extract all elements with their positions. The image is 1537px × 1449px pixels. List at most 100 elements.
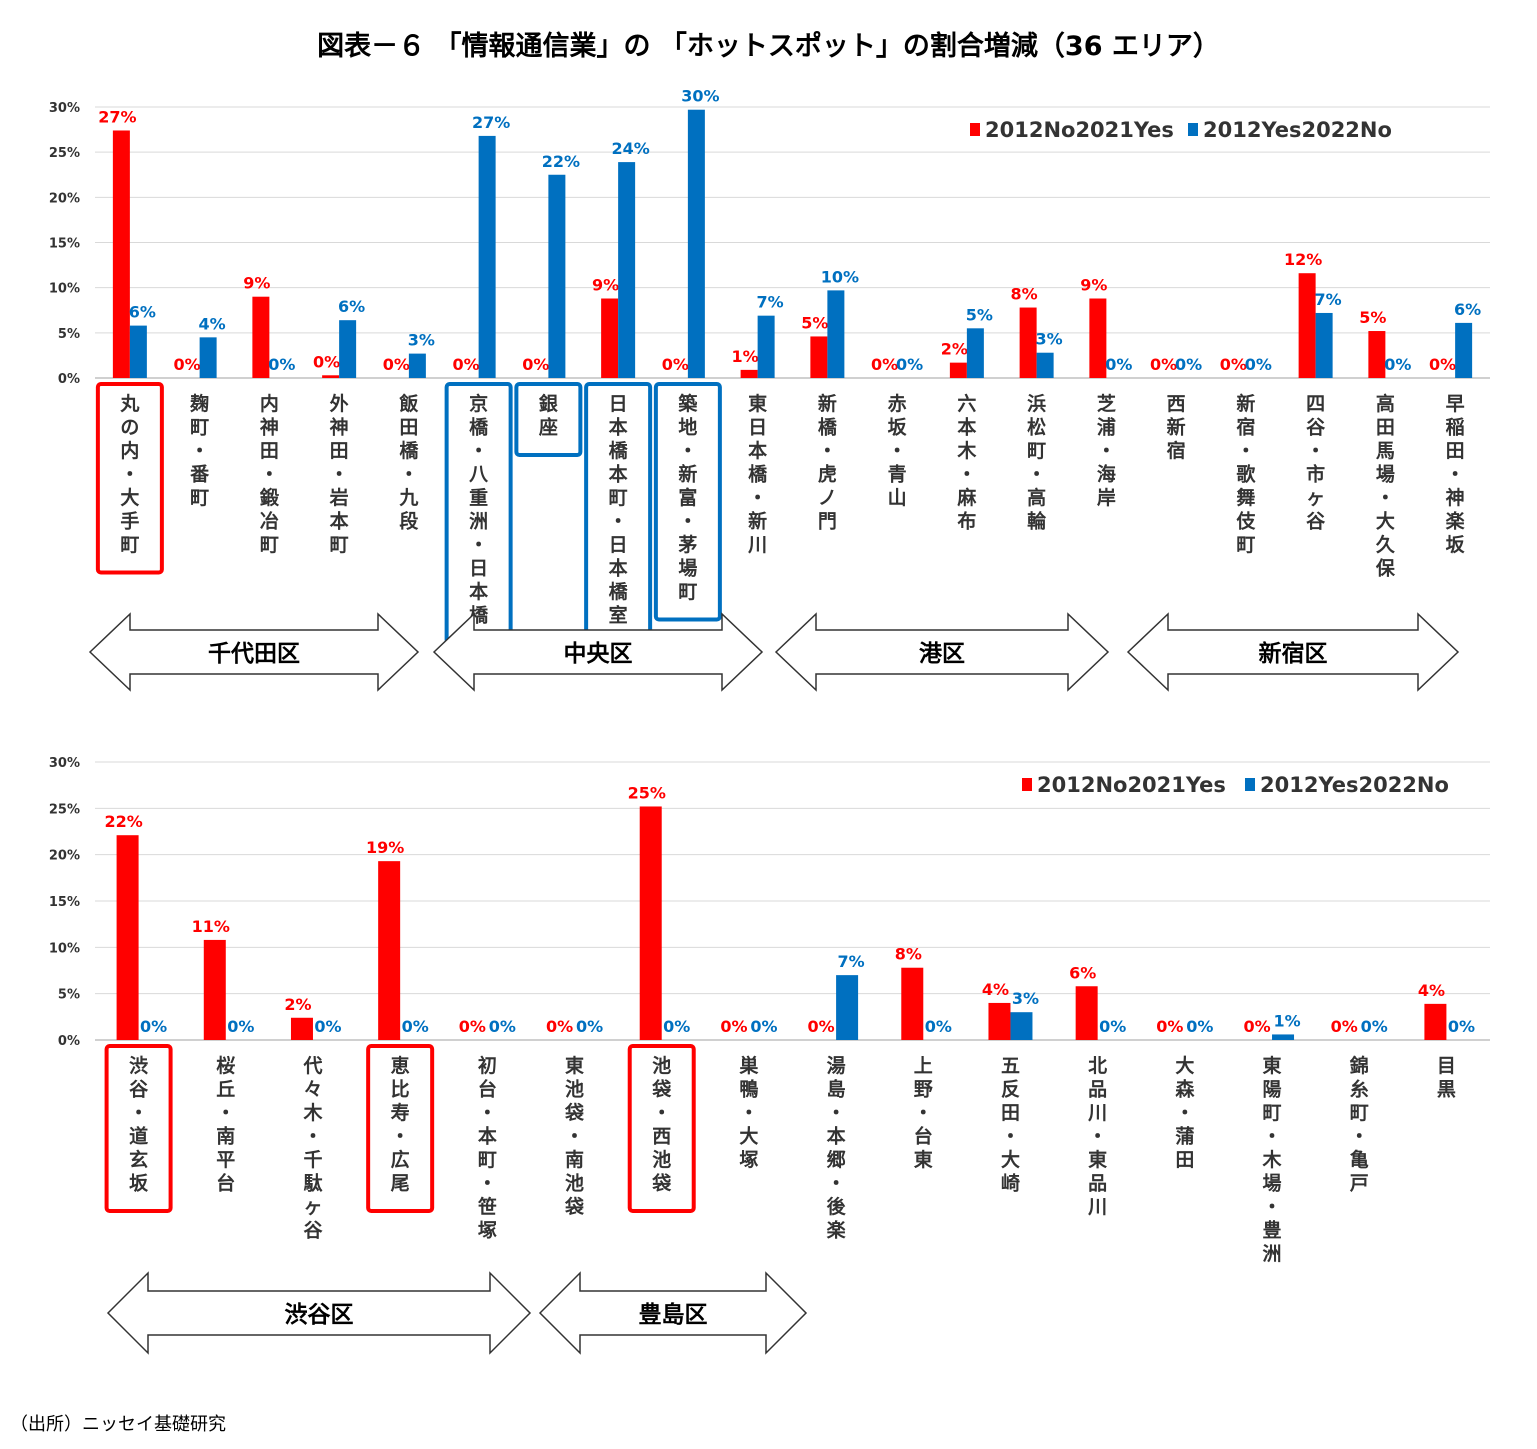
data-label: 0% [227, 1017, 254, 1036]
bar-blue [339, 320, 357, 378]
data-label: 0% [662, 355, 689, 374]
category-label-char: 田 [330, 440, 349, 462]
category-label-char: 本 [330, 510, 349, 533]
category-label-char: 糸 [1350, 1078, 1369, 1101]
category-label: 飯田橋・九段 [398, 392, 419, 533]
category-label-char: 丘 [216, 1079, 235, 1101]
data-label: 8% [895, 945, 922, 964]
legend-swatch-blue [1245, 778, 1255, 791]
data-label: 0% [896, 355, 923, 374]
category-label-char: 袋 [651, 1078, 672, 1101]
category-label-char: 場 [1376, 464, 1395, 486]
bar-blue [1010, 1012, 1033, 1040]
category-label-char: 赤 [888, 393, 907, 415]
data-label: 0% [522, 355, 549, 374]
category-label-char: ・ [399, 464, 418, 486]
category-label-char: 谷 [129, 1079, 149, 1101]
data-label: 0% [1156, 1017, 1183, 1036]
category-label-char: 大 [120, 486, 139, 509]
category-label-char: 室 [609, 604, 628, 627]
category-label-char: 楽 [827, 1219, 847, 1242]
data-label: 0% [925, 1017, 952, 1036]
category-label-char: 京 [469, 392, 488, 415]
category-label-char: 渋 [129, 1054, 148, 1077]
category-label-char: ・ [1446, 464, 1465, 486]
category-label-char: 八 [469, 464, 489, 486]
category-label-char: 町 [1350, 1102, 1369, 1124]
y-tick-label: 5% [58, 327, 80, 342]
ward-label: 中央区 [564, 641, 633, 667]
bar-red [1019, 307, 1037, 378]
category-label-char: 東 [914, 1148, 933, 1171]
ward-arrow [432, 612, 764, 692]
category-label-char: ・ [827, 1173, 846, 1195]
ward-arrow [538, 1271, 808, 1355]
data-label: 9% [592, 276, 619, 295]
category-label-char: ・ [914, 1102, 933, 1124]
category-label-char: 橋 [469, 416, 489, 439]
bar-blue [1036, 352, 1054, 378]
y-tick-label: 5% [58, 988, 80, 1003]
category-label-char: 坂 [1446, 534, 1466, 556]
category-label-char: 麹 [189, 392, 209, 415]
category-label-char: 麻 [956, 486, 977, 509]
category-label-char: 初 [478, 1054, 497, 1077]
category-label: 代々木・千駄ヶ谷 [302, 1055, 323, 1242]
data-label: 0% [1105, 355, 1132, 374]
category-label-char: 鴨 [739, 1078, 758, 1101]
bar-blue [687, 109, 705, 379]
category-label-char: 神 [1446, 486, 1465, 509]
category-label-char: 蒲 [1175, 1125, 1194, 1148]
data-label: 7% [1315, 290, 1342, 309]
category-label-char: 町 [1027, 440, 1046, 462]
data-label: 0% [576, 1017, 603, 1036]
category-label-char: 大 [1376, 510, 1395, 533]
category-label: 上野・台東 [914, 1055, 933, 1171]
data-label: 30% [681, 87, 719, 106]
category-label-char: ・ [652, 1102, 671, 1124]
data-label: 0% [663, 1017, 690, 1036]
data-label: 9% [243, 274, 270, 293]
category-label-char: 冶 [260, 510, 279, 533]
y-tick-label: 15% [49, 237, 80, 252]
category-label: 浜松町・高輪 [1027, 393, 1047, 533]
category-label: 渋谷・道玄坂 [129, 1054, 149, 1195]
bar-blue [757, 315, 775, 378]
category-label-char: ・ [1175, 1102, 1194, 1124]
data-label: 1% [732, 347, 759, 366]
category-label-char: ・ [469, 440, 488, 462]
highlight-box [514, 382, 583, 457]
category-label-char: 保 [1375, 557, 1396, 580]
category-label-char: 町 [190, 487, 209, 509]
y-tick-label: 20% [49, 191, 80, 206]
category-label-char: 芝 [1097, 392, 1116, 415]
bar-red [810, 336, 828, 378]
category-label-char: 伎 [1236, 510, 1256, 533]
category-label-char: ・ [391, 1126, 410, 1148]
category-label-char: 玄 [129, 1148, 148, 1171]
category-label-char: 九 [398, 487, 418, 509]
category-label-char: 本 [478, 1125, 497, 1148]
bar-red [378, 861, 401, 1040]
category-label-char: ・ [827, 1102, 846, 1124]
category-label-char: 新 [1167, 416, 1186, 439]
category-label-char: 富 [678, 486, 697, 509]
category-label-char: ・ [190, 440, 209, 462]
highlight-box [95, 382, 164, 575]
category-label-char: 代 [302, 1055, 322, 1077]
bar-blue [478, 135, 496, 378]
highlight-box [104, 1044, 173, 1213]
category-label-char: 町 [120, 534, 139, 556]
category-label-char: 洲 [469, 511, 488, 533]
category-label-char: 日 [609, 534, 628, 556]
data-label: 5% [1359, 308, 1386, 327]
y-tick-label: 30% [49, 101, 80, 116]
category-label-char: 輪 [1027, 510, 1047, 533]
category-label-char: 池 [652, 1148, 671, 1171]
category-label-char: 台 [914, 1125, 933, 1148]
y-tick-label: 10% [49, 941, 80, 956]
category-label-char: 岸 [1097, 487, 1116, 509]
category-label: 早稲田・神楽坂 [1446, 393, 1466, 556]
category-label-char: 谷 [1306, 511, 1326, 533]
data-label: 0% [1429, 355, 1456, 374]
